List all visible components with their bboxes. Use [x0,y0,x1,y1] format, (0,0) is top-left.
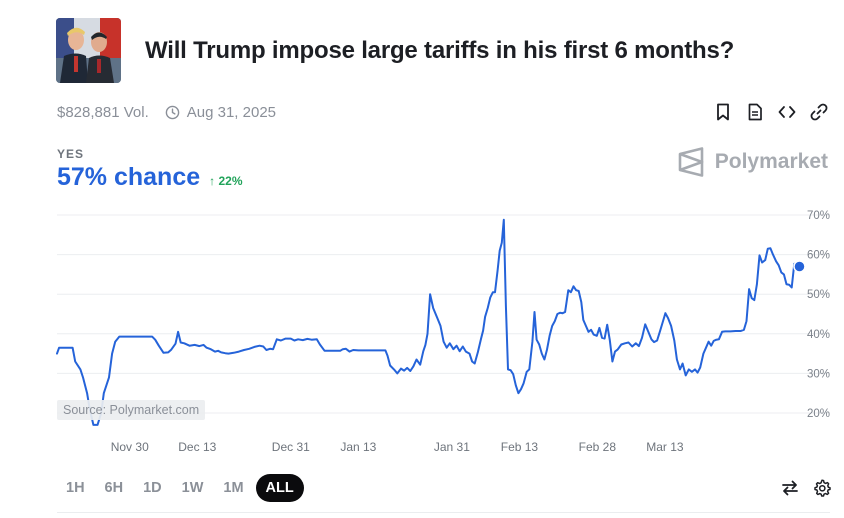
time-range-selector: 1H 6H 1D 1W 1M ALL [58,474,304,502]
y-tick-label: 70% [807,210,830,222]
chance-value: 57% chance [57,163,201,191]
range-button-1w[interactable]: 1W [181,480,204,496]
range-button-1m[interactable]: 1M [223,480,244,496]
y-tick-label: 50% [807,289,830,301]
y-tick-label: 20% [807,408,830,420]
chart-tools [780,478,832,498]
x-tick-label: Dec 13 [178,440,216,454]
document-icon[interactable] [745,102,765,122]
last-price-dot [793,260,806,273]
y-tick-label: 40% [807,329,830,341]
polymarket-icon [678,147,704,177]
outcome-label: YES [57,147,85,161]
embed-icon[interactable] [777,102,797,122]
x-tick-label: Nov 30 [111,440,149,454]
range-button-1h[interactable]: 1H [66,480,85,496]
volume-text: $828,881 Vol. [57,104,149,121]
range-button-all[interactable]: ALL [255,474,304,502]
brand-name: Polymarket [714,150,828,173]
range-button-1d[interactable]: 1D [143,480,162,496]
x-tick-label: Mar 13 [646,440,684,454]
source-label: Source: Polymarket.com [57,400,206,420]
bookmark-icon[interactable] [713,102,733,122]
x-tick-label: Feb 13 [501,440,539,454]
market-thumbnail [56,18,121,83]
x-tick-label: Feb 28 [579,440,617,454]
link-icon[interactable] [809,102,829,122]
trump-xi-photo-icon [56,18,121,83]
chance-change: ↑ 22% [209,174,243,188]
chance-display: 57% chance ↑ 22% [57,163,243,192]
clock-icon [165,105,180,120]
market-meta: $828,881 Vol. Aug 31, 2025 [57,104,276,121]
x-tick-label: Jan 13 [340,440,376,454]
market-header: Will Trump impose large tariffs in his f… [56,18,734,83]
market-title: Will Trump impose large tariffs in his f… [145,36,735,64]
gear-icon[interactable] [812,478,832,498]
polymarket-logo: Polymarket [677,147,828,177]
price-line [56,218,801,426]
end-date-text: Aug 31, 2025 [186,104,277,121]
market-actions [713,102,829,122]
x-tick-label: Dec 31 [272,440,310,454]
price-chart: 70% 60% 50% 40% 30% 20% Nov 30 Dec 13 Dec 31 Jan… [56,210,830,454]
divider [57,512,830,513]
end-date: Aug 31, 2025 [165,104,276,121]
range-button-6h[interactable]: 6H [104,480,124,496]
swap-icon[interactable] [780,478,800,498]
y-tick-label: 60% [807,250,830,262]
y-tick-label: 30% [807,368,830,380]
x-tick-label: Jan 31 [434,440,470,454]
